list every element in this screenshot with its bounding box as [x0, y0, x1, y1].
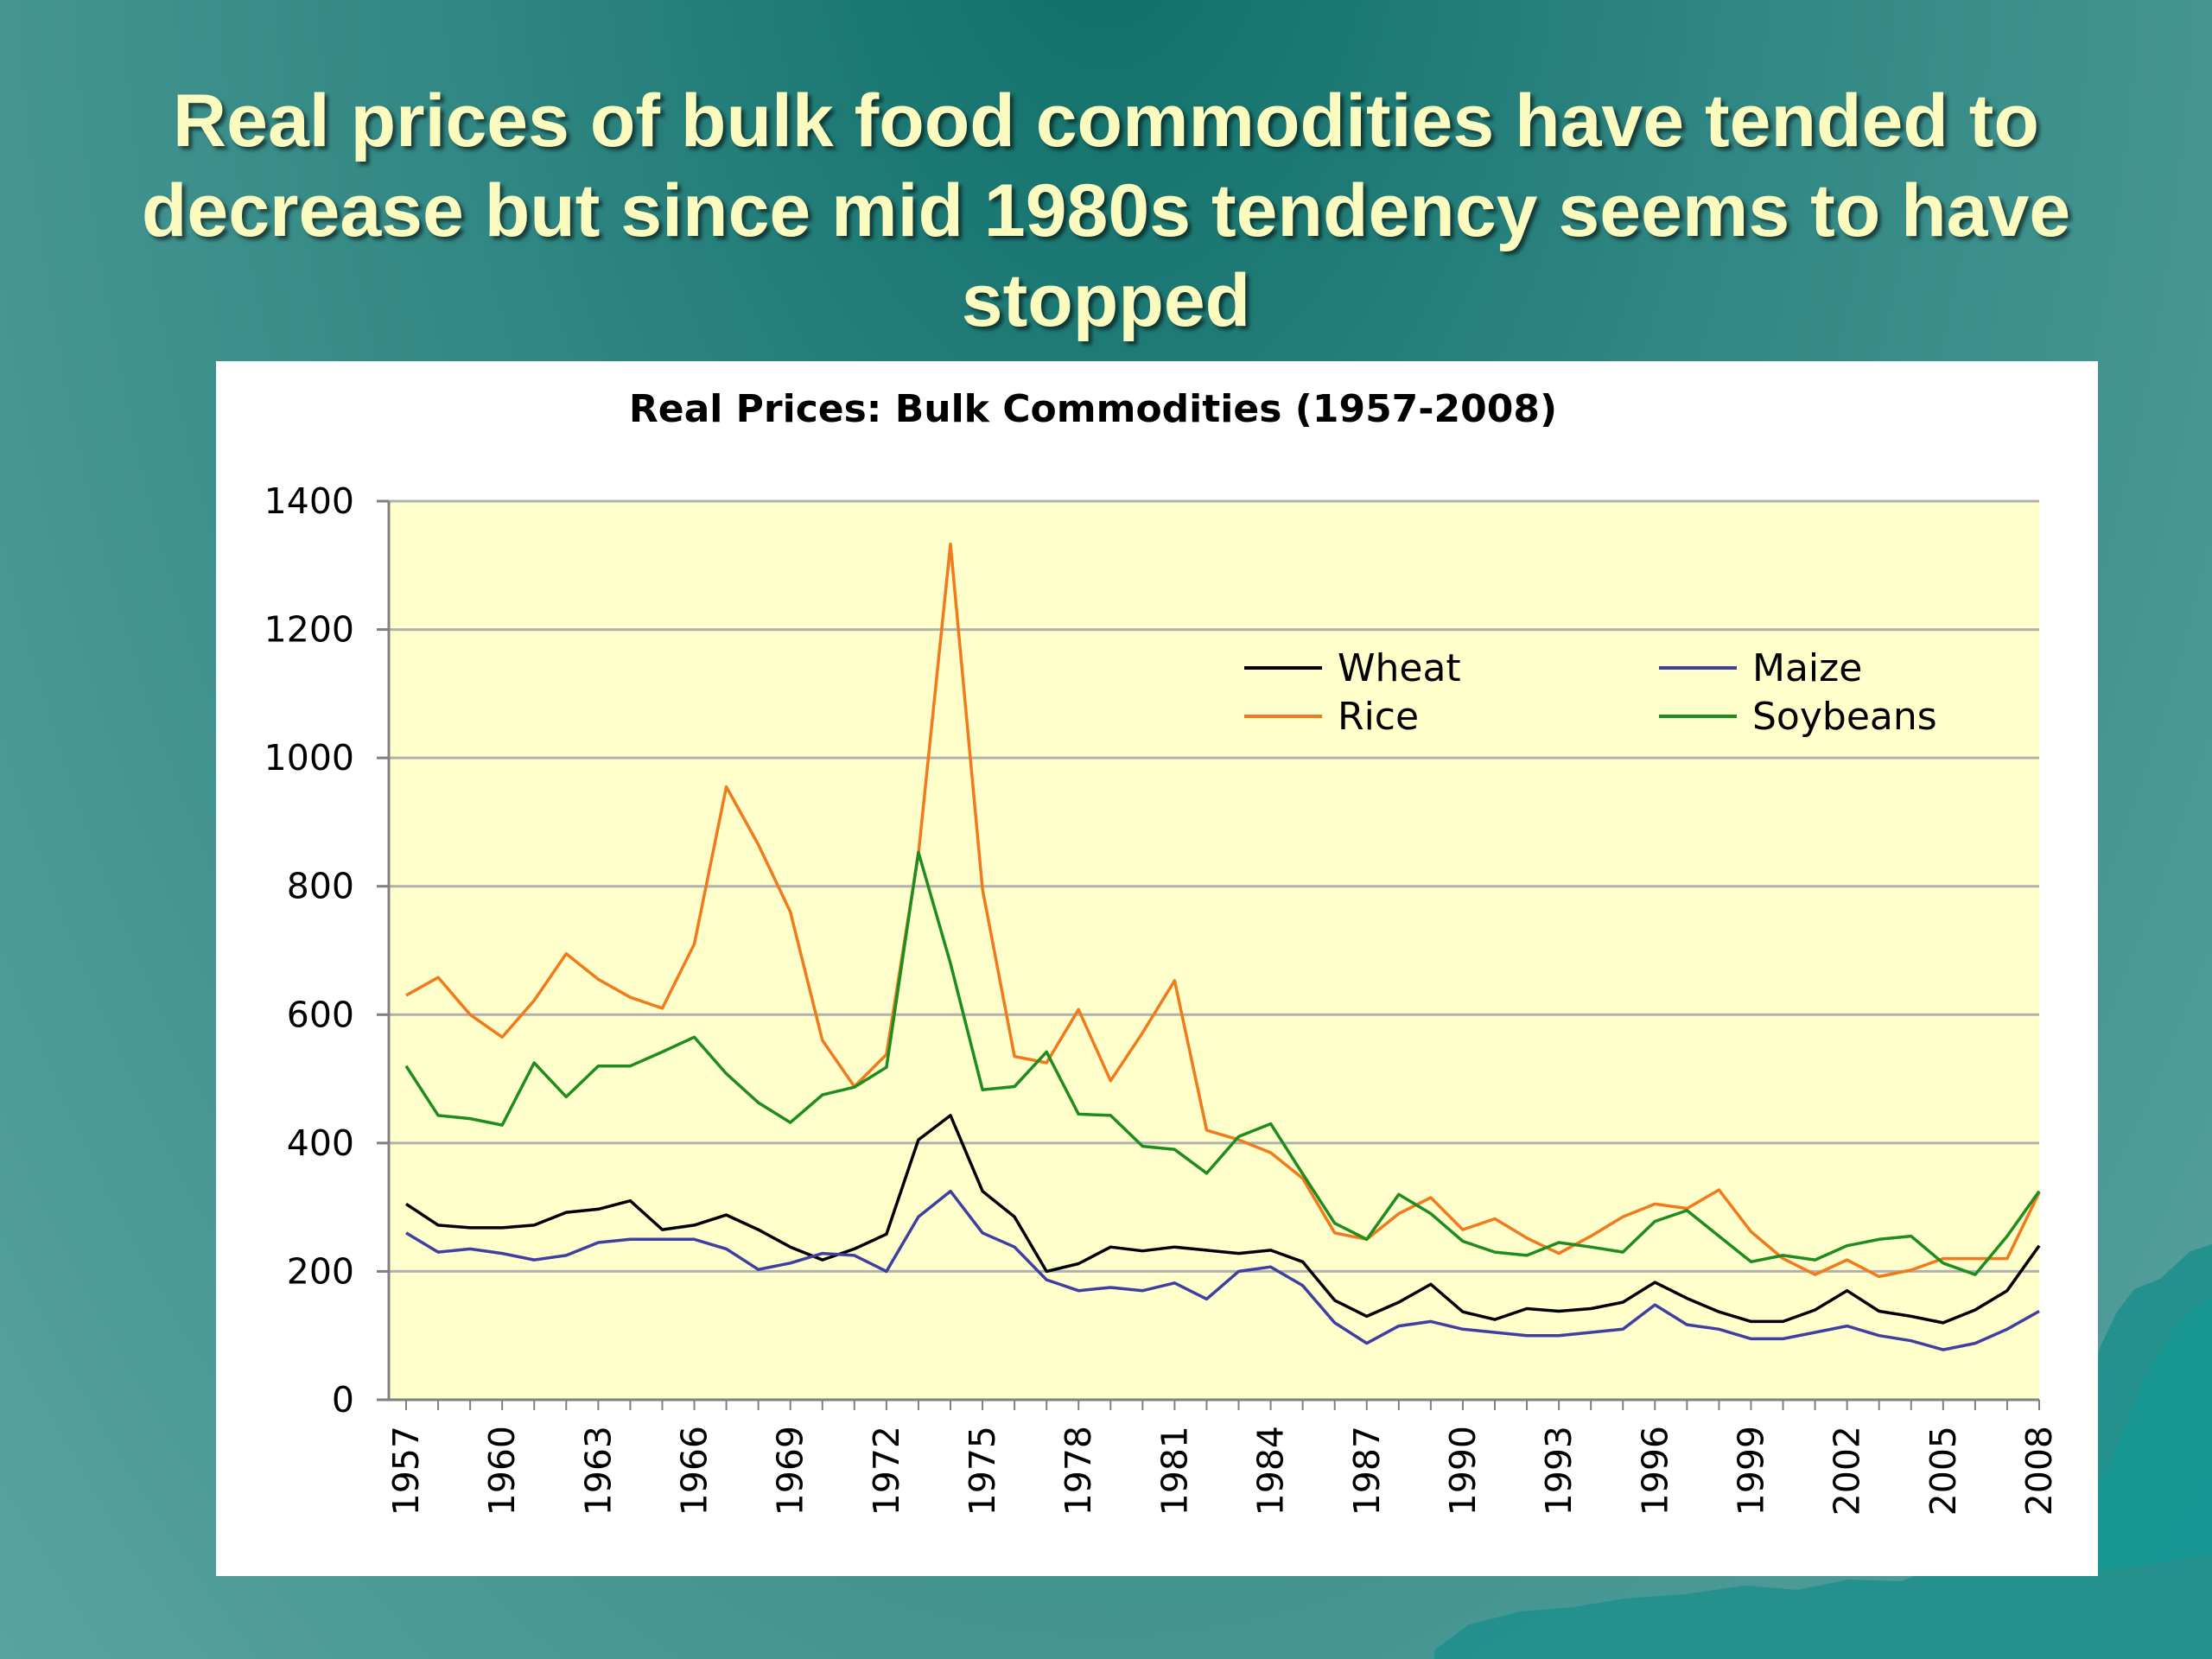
x-tick-label: 1969: [770, 1426, 811, 1516]
x-tick-label: 1972: [866, 1426, 907, 1516]
slide-title-line-3: stopped: [961, 259, 1251, 342]
chart-title: Real Prices: Bulk Commodities (1957-2008…: [629, 387, 1557, 431]
x-tick-label: 1984: [1250, 1426, 1292, 1516]
legend-label-maize: Maize: [1752, 646, 1862, 690]
x-tick-label: 1981: [1154, 1426, 1195, 1516]
x-tick-label: 2005: [1923, 1426, 1964, 1516]
chart-container: Real Prices: Bulk Commodities (1957-2008…: [216, 361, 2098, 1576]
series-line-wheat: [405, 1114, 2041, 1325]
y-tick-label: 400: [287, 1122, 354, 1164]
y-tick-label: 1400: [264, 480, 354, 522]
x-tick-label: 1975: [962, 1426, 1003, 1516]
x-tick-label: 1960: [481, 1426, 523, 1516]
y-tick-label: 600: [287, 994, 354, 1035]
chart-svg: Real Prices: Bulk Commodities (1957-2008…: [264, 387, 2060, 1516]
y-tick-label: 200: [287, 1250, 354, 1292]
x-tick-label: 2002: [1827, 1426, 1868, 1516]
y-tick-label: 1200: [264, 609, 354, 651]
series-line-soybeans: [404, 850, 2041, 1276]
y-tick-label: 0: [332, 1379, 354, 1421]
x-tick-label: 1999: [1730, 1426, 1771, 1516]
legend-label-wheat: Wheat: [1338, 646, 1461, 690]
series-line-maize: [405, 1189, 2040, 1351]
y-tick-label: 800: [287, 866, 354, 907]
series-line-rice: [405, 543, 2041, 1279]
x-tick-label: 1963: [577, 1426, 619, 1516]
x-tick-label: 1990: [1442, 1426, 1484, 1516]
x-tick-label: 1996: [1634, 1426, 1675, 1516]
y-tick-label: 1000: [264, 737, 354, 779]
x-tick-label: 1978: [1058, 1426, 1099, 1516]
slide-title: Real prices of bulk food commodities hav…: [86, 76, 2126, 346]
x-tick-label: 1993: [1538, 1426, 1580, 1516]
slide-title-line-2: decrease but since mid 1980s tendency se…: [141, 169, 2071, 252]
x-tick-label: 1987: [1346, 1426, 1388, 1516]
slide-title-line-1: Real prices of bulk food commodities hav…: [173, 79, 2039, 162]
x-tick-label: 2008: [2018, 1426, 2060, 1516]
plot-area: [389, 501, 2039, 1400]
x-tick-label: 1957: [385, 1426, 427, 1516]
legend-label-soybeans: Soybeans: [1752, 695, 1937, 739]
legend-label-rice: Rice: [1338, 695, 1419, 739]
x-tick-label: 1966: [674, 1426, 715, 1516]
